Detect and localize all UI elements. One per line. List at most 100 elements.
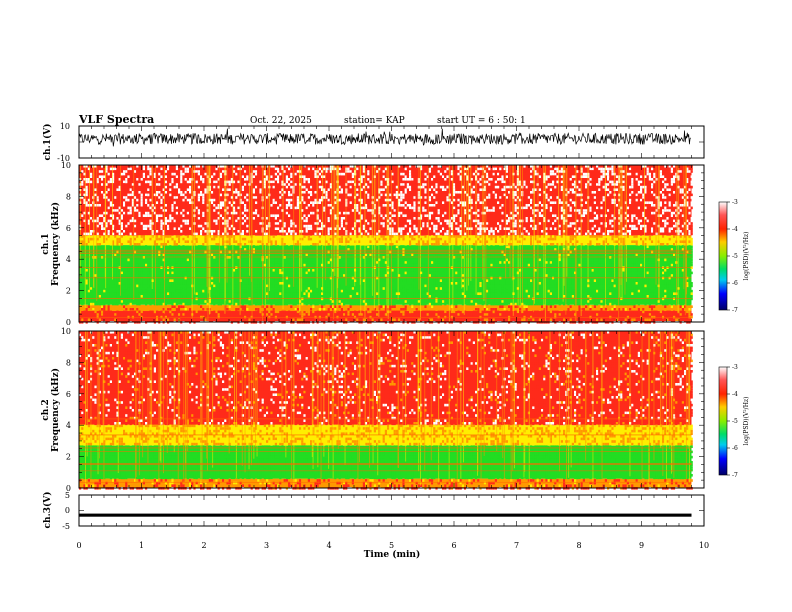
spectrogram-cell [164, 232, 167, 236]
spectrogram-cell [149, 198, 152, 202]
spectrogram-cell [101, 258, 104, 262]
spectrogram-cell [105, 224, 108, 228]
spectrogram-cell [329, 198, 332, 202]
spectrogram-cell [182, 230, 185, 233]
spectrogram-cell [235, 214, 238, 217]
spectrogram-cell [318, 185, 321, 189]
spectrogram-cell [213, 214, 216, 217]
spectrogram-cell [138, 282, 141, 285]
spectrogram-cell [257, 284, 260, 288]
spectrogram-cell [279, 209, 282, 212]
spectrogram-cell [127, 263, 130, 267]
spectrogram-cell [153, 302, 156, 306]
spectrogram-cell [340, 289, 343, 293]
spectrogram-cell [162, 292, 165, 295]
spectrogram-cell [90, 287, 93, 290]
spectrogram-cell [140, 206, 143, 210]
spectrogram-cell [156, 224, 159, 228]
spectrogram-cell [307, 258, 310, 262]
spectrogram-cell [219, 305, 222, 308]
spectrogram-cell [116, 235, 119, 238]
spectrogram-cell [103, 217, 106, 220]
spectrogram-cell [103, 279, 106, 282]
ch1-waveform-ticks [78, 125, 705, 159]
spectrogram-cell [303, 279, 306, 282]
spectrogram-cell [283, 318, 286, 321]
spectrogram-cell [195, 248, 198, 251]
spectrogram-cell [215, 245, 218, 249]
spectrogram-cell [125, 165, 128, 168]
spectrogram-cell [197, 219, 200, 223]
spectrogram-cell [189, 170, 192, 173]
spectrogram-cell [160, 219, 163, 223]
spectrogram-cell [329, 170, 332, 173]
spectrogram-cell [334, 188, 337, 191]
spectrogram-cell [281, 243, 284, 246]
spectrogram-cell [336, 315, 339, 319]
spectrogram-cell [222, 253, 225, 256]
spectrogram-cell [310, 222, 313, 225]
spectrogram-cell [186, 214, 189, 217]
spectrogram-cell [325, 224, 328, 228]
spectrogram-cell [186, 284, 189, 288]
spectrogram-cell [217, 211, 220, 215]
spectrogram-cell [158, 258, 161, 262]
spectrogram-cell [140, 287, 143, 290]
spectrogram-cell [83, 284, 86, 288]
spectrogram-cell [131, 297, 134, 301]
spectrogram-cell [310, 300, 313, 303]
spectrogram-cell [296, 282, 299, 285]
spectrogram-cell [138, 243, 141, 246]
spectrogram-cell [197, 165, 200, 168]
spectrogram-cell [202, 318, 205, 321]
spectrogram-cell [98, 248, 101, 251]
spectrogram-cell [131, 248, 134, 251]
spectrogram-cell [303, 269, 306, 272]
spectrogram-cell [149, 235, 152, 238]
spectrogram-cell [195, 178, 198, 181]
spectrogram-cell [252, 178, 255, 181]
spectrogram-cell [118, 240, 121, 243]
spectrogram-cell [186, 191, 189, 194]
spectrogram-cell [136, 243, 139, 246]
spectrogram-cell [241, 245, 244, 249]
spectrogram-cell [323, 222, 326, 225]
spectrogram-cell [129, 214, 132, 217]
spectrogram-cell [105, 227, 108, 230]
spectrogram-cell [147, 185, 150, 189]
spectrogram-cell [140, 219, 143, 223]
spectrogram-cell [123, 295, 126, 298]
spectrogram-cell [305, 230, 308, 233]
spectrogram-cell [118, 214, 121, 217]
spectrogram-cell [213, 313, 216, 316]
spectrogram-cell [123, 263, 126, 267]
spectrogram-cell [307, 196, 310, 199]
spectrogram-cell [338, 196, 341, 199]
spectrogram-cell [277, 232, 280, 236]
spectrogram-cell [147, 193, 150, 197]
spectrogram-cell [241, 165, 244, 168]
spectrogram-cell [288, 237, 291, 241]
spectrogram-cell [259, 284, 262, 288]
spectrogram-cell [182, 287, 185, 290]
spectrogram-cell [285, 214, 288, 217]
spectrogram-cell [96, 198, 99, 202]
spectrogram-cell [195, 214, 198, 217]
spectrogram-cell [307, 243, 310, 246]
spectrogram-cell [310, 196, 313, 199]
spectrogram-cell [285, 245, 288, 249]
spectrogram-cell [164, 274, 167, 277]
spectrogram-cell [219, 224, 222, 228]
spectrogram-cell [235, 211, 238, 215]
spectrogram-cell [237, 183, 240, 186]
spectrogram-cell [169, 295, 172, 298]
spectrogram-cell [312, 170, 315, 173]
spectrogram-cell [173, 170, 176, 173]
spectrogram-cell [138, 284, 141, 288]
spectrogram-cell [296, 180, 299, 184]
spectrogram-cell [81, 279, 84, 282]
spectrogram-cell [252, 201, 255, 204]
spectrogram-cell [112, 188, 115, 191]
spectrogram-cell [140, 209, 143, 212]
spectrogram-cell [255, 261, 258, 264]
